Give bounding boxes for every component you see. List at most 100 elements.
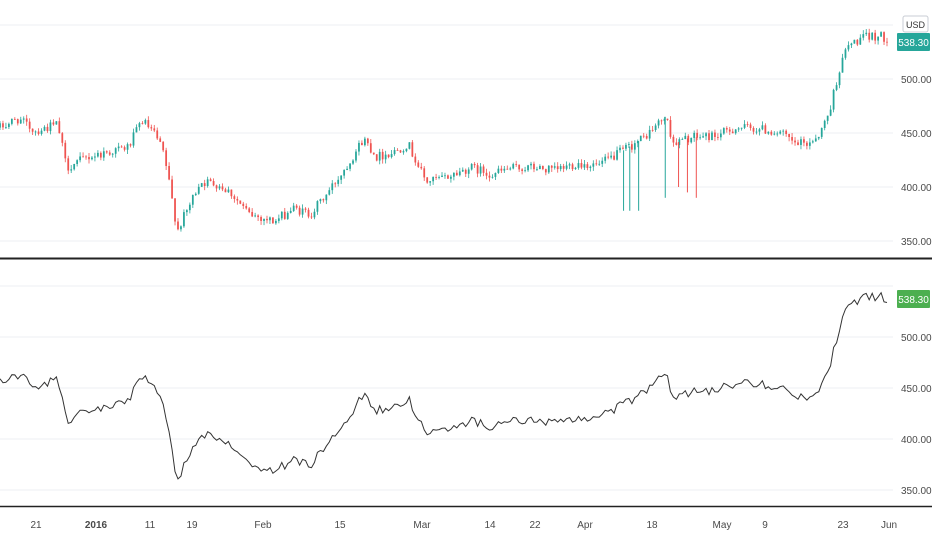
candle[interactable]	[862, 30, 865, 41]
candle[interactable]	[497, 165, 500, 174]
candle[interactable]	[52, 119, 55, 126]
candle[interactable]	[153, 124, 156, 133]
candle[interactable]	[150, 124, 153, 131]
candle[interactable]	[242, 201, 245, 210]
candle[interactable]	[669, 116, 672, 139]
candle[interactable]	[363, 136, 366, 147]
candle[interactable]	[702, 132, 704, 139]
candle[interactable]	[874, 29, 877, 45]
candle[interactable]	[88, 152, 90, 164]
candle[interactable]	[636, 139, 639, 148]
candle[interactable]	[675, 138, 678, 146]
candle[interactable]	[227, 186, 230, 193]
candle[interactable]	[37, 128, 40, 136]
candle[interactable]	[91, 155, 93, 161]
candle[interactable]	[868, 28, 871, 43]
candle[interactable]	[731, 128, 734, 134]
candle[interactable]	[381, 148, 384, 164]
candle[interactable]	[764, 123, 767, 135]
candle[interactable]	[705, 132, 707, 141]
candle[interactable]	[432, 176, 435, 185]
candle[interactable]	[734, 128, 737, 135]
candle[interactable]	[521, 168, 524, 175]
candle[interactable]	[488, 171, 491, 182]
candle[interactable]	[203, 179, 206, 191]
candle[interactable]	[847, 41, 850, 52]
candle[interactable]	[165, 147, 168, 171]
candle[interactable]	[485, 168, 488, 180]
candle[interactable]	[141, 121, 144, 125]
candle[interactable]	[322, 198, 325, 203]
candle[interactable]	[613, 151, 615, 161]
candle[interactable]	[64, 140, 67, 163]
candle[interactable]	[447, 174, 449, 179]
candle[interactable]	[767, 131, 770, 135]
candle[interactable]	[159, 136, 162, 143]
candle[interactable]	[580, 159, 583, 170]
candle[interactable]	[34, 130, 37, 136]
candle[interactable]	[814, 134, 817, 142]
candle[interactable]	[343, 169, 346, 179]
candle[interactable]	[378, 148, 381, 165]
candle[interactable]	[610, 151, 612, 160]
candle[interactable]	[349, 162, 351, 172]
candle[interactable]	[770, 130, 773, 136]
candle[interactable]	[604, 153, 607, 164]
candle[interactable]	[743, 120, 746, 130]
candle[interactable]	[188, 202, 191, 214]
candle[interactable]	[458, 167, 461, 177]
candle[interactable]	[648, 125, 651, 142]
candle[interactable]	[660, 119, 663, 125]
candle[interactable]	[393, 147, 396, 156]
candle[interactable]	[337, 176, 340, 187]
candle[interactable]	[411, 140, 414, 158]
candle[interactable]	[565, 161, 568, 171]
candle[interactable]	[708, 130, 710, 143]
candle[interactable]	[111, 152, 114, 158]
candle[interactable]	[221, 183, 224, 192]
candle[interactable]	[544, 168, 547, 176]
candle[interactable]	[85, 155, 87, 160]
candle[interactable]	[186, 209, 188, 216]
candle[interactable]	[257, 214, 259, 222]
candle[interactable]	[420, 162, 423, 170]
candle[interactable]	[562, 163, 565, 173]
candle[interactable]	[230, 189, 233, 199]
candle[interactable]	[260, 215, 262, 225]
candle[interactable]	[556, 162, 559, 173]
candle[interactable]	[788, 133, 790, 142]
candle[interactable]	[482, 164, 485, 177]
candle[interactable]	[358, 140, 360, 156]
candle[interactable]	[180, 225, 182, 232]
candle[interactable]	[132, 128, 135, 148]
candle[interactable]	[806, 141, 808, 150]
candle[interactable]	[512, 162, 515, 170]
candle[interactable]	[340, 175, 343, 185]
candle[interactable]	[236, 196, 239, 205]
candle[interactable]	[711, 130, 713, 141]
candle[interactable]	[239, 200, 242, 205]
candle[interactable]	[886, 37, 888, 47]
candle[interactable]	[752, 126, 755, 135]
candle[interactable]	[224, 187, 227, 193]
candle[interactable]	[138, 121, 141, 131]
candle[interactable]	[277, 214, 280, 224]
candle[interactable]	[583, 159, 586, 170]
candle[interactable]	[666, 118, 669, 121]
candle[interactable]	[46, 123, 49, 133]
candle[interactable]	[645, 133, 648, 140]
candle[interactable]	[758, 127, 761, 136]
candle[interactable]	[147, 116, 150, 129]
candle[interactable]	[289, 207, 292, 214]
candle[interactable]	[779, 129, 782, 135]
candle[interactable]	[622, 145, 624, 150]
candle[interactable]	[94, 152, 96, 162]
candle[interactable]	[464, 168, 467, 177]
candle[interactable]	[97, 150, 99, 158]
candle[interactable]	[120, 145, 123, 148]
candle[interactable]	[577, 159, 580, 170]
candle[interactable]	[657, 118, 660, 129]
candle[interactable]	[366, 137, 369, 146]
candle[interactable]	[441, 172, 443, 178]
